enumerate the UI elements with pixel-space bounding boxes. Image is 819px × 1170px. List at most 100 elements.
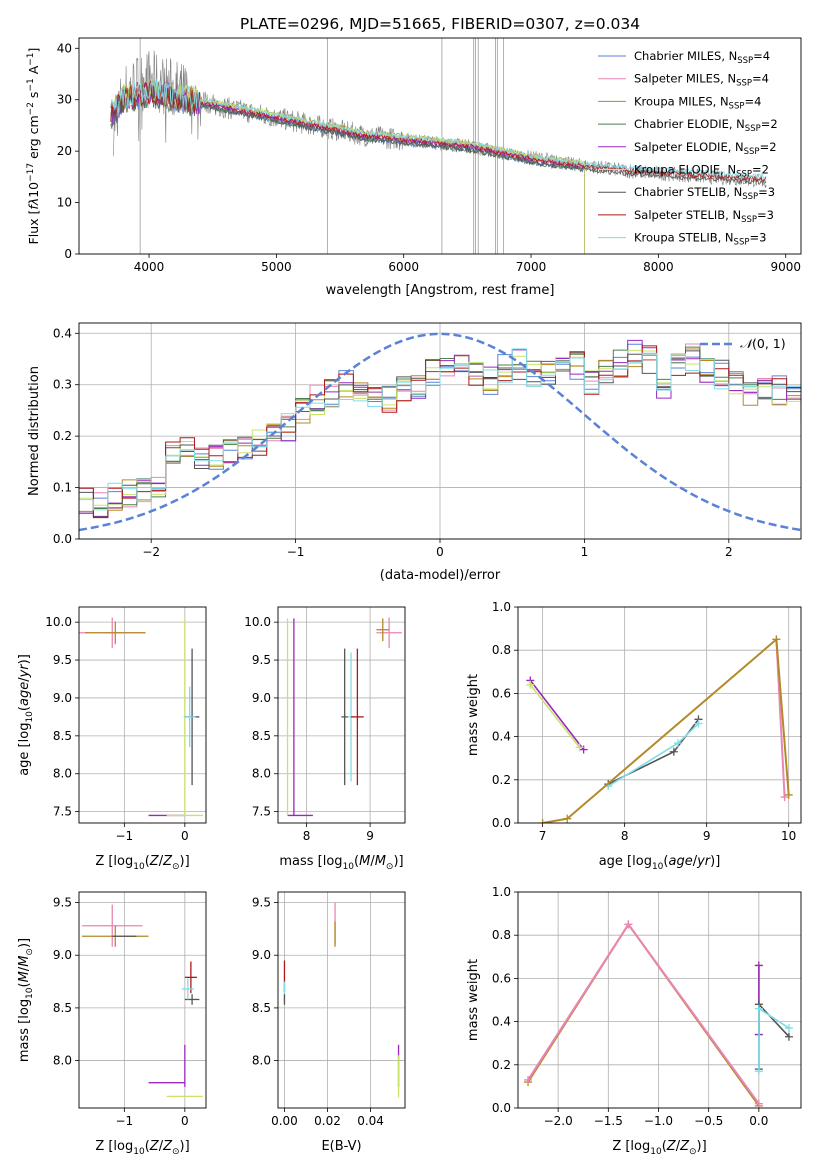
x-tick-label: 8 [303, 829, 311, 843]
plot-area [110, 38, 767, 254]
y-tick-label: 0.4 [492, 1015, 511, 1029]
y-tick-label: 8.0 [252, 1054, 271, 1068]
legend-label: Chabrier MILES, NSSP=4 [634, 49, 770, 66]
weight-marker [563, 814, 572, 823]
y-tick-label: 0.0 [492, 816, 511, 830]
legend-label: Kroupa MILES, NSSP=4 [634, 94, 761, 111]
y-tick-label: 0.4 [492, 730, 511, 744]
plot-area [283, 902, 400, 1098]
weight-series-line [542, 637, 790, 823]
y-tick-label: 9.0 [53, 948, 72, 962]
legend-label: 𝒩(0, 1) [740, 336, 786, 351]
histogram-step [79, 345, 801, 539]
weight-marker [754, 961, 763, 970]
residual-histogram-panel: −2 −1 0 1 2 0.0 0.1 0.2 0.3 0.4 𝒩(0, 1) (data-model… [27, 322, 802, 583]
axes-frame [78, 322, 802, 540]
y-tick-label: 8.5 [252, 729, 271, 743]
weight-marker [784, 1032, 793, 1041]
age-vs-mass-panel: 8 9 7.5 8.0 8.5 9.0 9.5 10.0 mass [log10(M/M⊙)] [244, 606, 406, 872]
x-tick-label: 6000 [388, 260, 419, 274]
y-tick-label: 0.2 [53, 429, 72, 443]
normal-curve [79, 332, 801, 532]
y-tick-label: 0.0 [53, 532, 72, 546]
y-tick-label: 40 [57, 41, 72, 55]
model-fit-line [110, 83, 585, 254]
y-tick-label: 8.0 [53, 767, 72, 781]
y-tick-label: 7.5 [53, 805, 72, 819]
x-tick-label: 0 [181, 1114, 189, 1128]
y-tick-label: 7.5 [252, 805, 271, 819]
y-tick-label: 0.8 [492, 643, 511, 657]
weight-series-line [529, 679, 585, 751]
y-tick-label: 8.5 [53, 1001, 72, 1015]
x-tick-label: 8 [621, 829, 629, 843]
mass-vs-extinction-panel: 0.00 0.02 0.04 8.0 8.5 9.0 9.5 E(B-V) [252, 891, 406, 1154]
x-tick-label: −2.0 [544, 1114, 573, 1128]
y-tick-label: 8.0 [252, 767, 271, 781]
axes-frame [517, 891, 802, 1109]
model-fit-line [110, 83, 585, 254]
y-tick-label: 0 [64, 247, 72, 261]
x-tick-label: 4000 [134, 260, 165, 274]
x-axis-label: mass [log10(M/M⊙)] [279, 854, 403, 872]
x-tick-label: 7 [539, 829, 547, 843]
y-tick-label: 9.0 [252, 948, 271, 962]
x-axis-label: age [log10(age/yr)] [599, 854, 721, 872]
y-tick-label: 9.5 [53, 653, 72, 667]
weight-marker [754, 1099, 763, 1108]
y-tick-label: 10.0 [244, 615, 271, 629]
y-tick-label: 0.1 [53, 481, 72, 495]
weight-marker [526, 680, 535, 689]
weight-marker [524, 1075, 533, 1084]
y-axis-label: mass weight [466, 674, 481, 756]
x-tick-label: 9 [366, 829, 374, 843]
legend-label: Chabrier ELODIE, NSSP=2 [634, 117, 778, 134]
weight-series-line [758, 1007, 790, 1072]
plot-area [79, 332, 801, 539]
y-tick-label: 20 [57, 144, 72, 158]
y-tick-label: 0.3 [53, 378, 72, 392]
y-axis-label: mass [log10(M/M⊙)] [17, 938, 35, 1062]
y-axis-label: Normed distribution [27, 366, 42, 496]
axes-frame [78, 606, 207, 824]
x-axis-label: Z [log10(Z/Z⊙)] [95, 854, 189, 872]
axes-frame [517, 606, 802, 824]
weight-marker [784, 790, 793, 799]
weight-marker [538, 819, 547, 823]
x-tick-label: 0 [436, 545, 444, 559]
legend-label: Salpeter STELIB, NSSP=3 [634, 208, 774, 225]
histogram-step [79, 348, 801, 539]
axes-frame [78, 891, 207, 1109]
axes-frame [78, 37, 802, 255]
x-tick-label: 10 [781, 829, 796, 843]
weight-series-line [527, 922, 760, 1105]
plot-area [524, 920, 793, 1108]
y-axis-label: Flux [fλ10−17 erg cm−2 s−1 A−1] [26, 48, 41, 245]
y-tick-label: 10 [57, 196, 72, 210]
weight-marker [624, 920, 633, 929]
x-tick-label: 0.00 [271, 1114, 298, 1128]
weight-marker [579, 745, 588, 754]
x-tick-label: 0.02 [314, 1114, 341, 1128]
x-axis-label: E(B-V) [321, 1139, 361, 1154]
y-tick-label: 8.5 [252, 1001, 271, 1015]
y-tick-label: 0.6 [492, 971, 511, 985]
x-tick-label: −2 [142, 545, 160, 559]
x-tick-label: 0.0 [749, 1114, 768, 1128]
weight-series-line [527, 922, 760, 1107]
x-tick-label: 8000 [643, 260, 674, 274]
x-tick-label: 7000 [516, 260, 547, 274]
plot-area [79, 617, 203, 817]
weight-vs-metallicity-panel: −2.0 −1.5 −1.0 −0.5 0.0 0.0 0.2 0.4 0.6 0.8 1.0 Z [… [466, 885, 802, 1157]
y-tick-label: 0.8 [492, 928, 511, 942]
y-axis-label: age [log10(age/yr)] [17, 654, 35, 776]
weight-series-line [529, 684, 581, 748]
age-vs-metallicity-panel: −1 0 7.5 8.0 8.5 9.0 9.5 10.0 Z [log10(Z/Z⊙)] age… [17, 606, 207, 872]
y-tick-label: 0.2 [492, 773, 511, 787]
y-tick-label: 8.0 [53, 1054, 72, 1068]
model-fit-line [110, 82, 767, 185]
x-tick-label: −0.5 [694, 1114, 723, 1128]
histogram-step [79, 350, 801, 539]
y-axis-label: mass weight [466, 959, 481, 1041]
